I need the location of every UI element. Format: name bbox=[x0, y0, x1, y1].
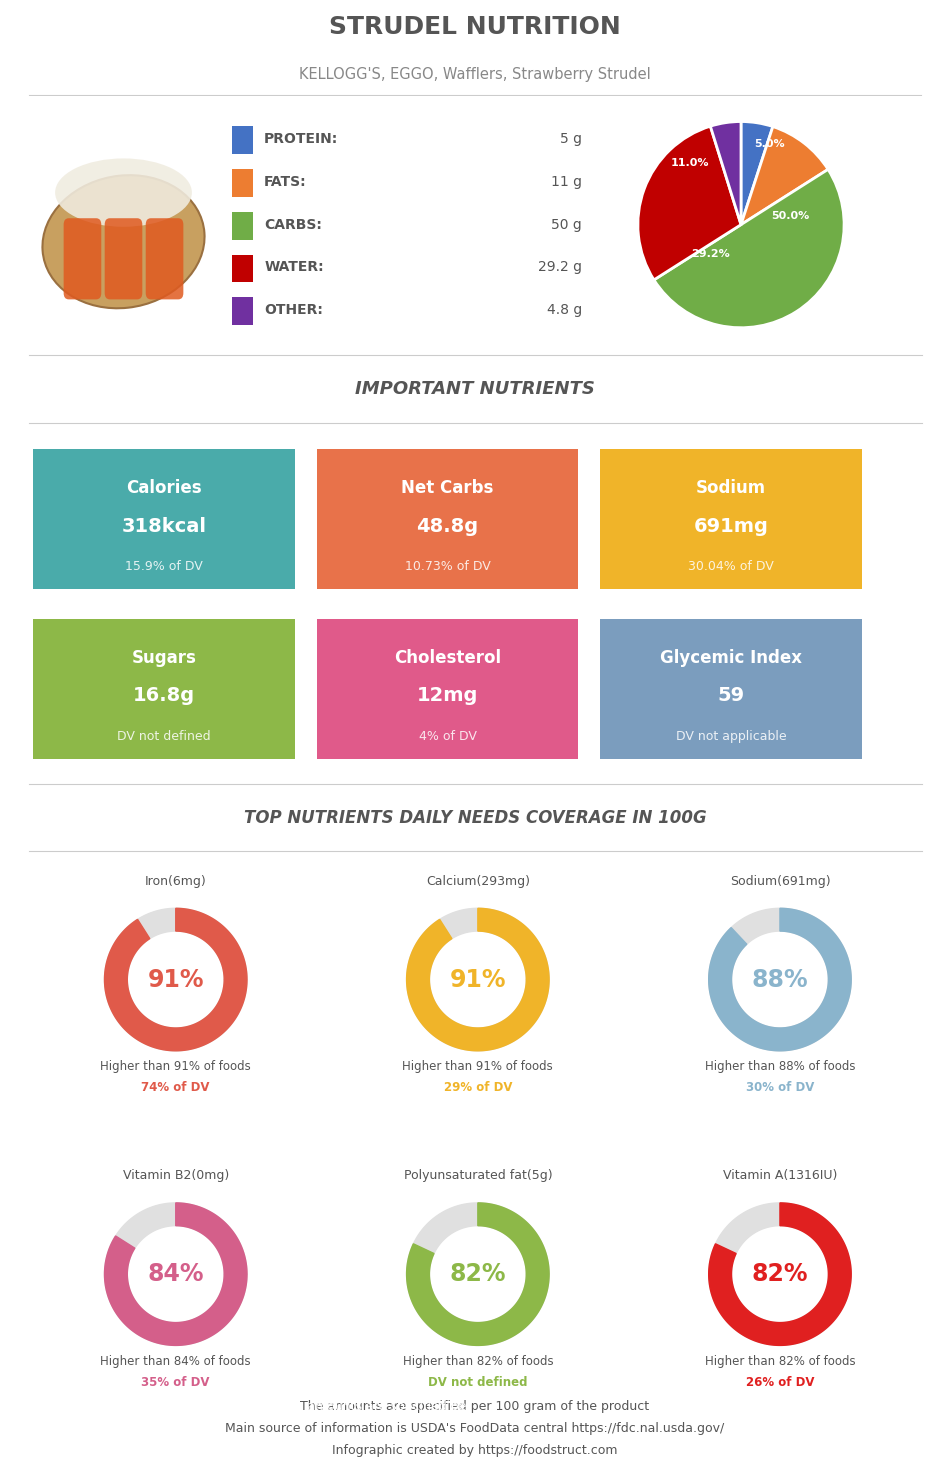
Text: 15.9% of DV: 15.9% of DV bbox=[125, 560, 202, 573]
Text: 35% of DV: 35% of DV bbox=[142, 1376, 210, 1389]
Polygon shape bbox=[407, 909, 549, 1050]
Text: CARBS:: CARBS: bbox=[264, 218, 322, 231]
Text: 12mg: 12mg bbox=[417, 686, 478, 706]
Text: Higher than 82% of foods: Higher than 82% of foods bbox=[403, 1355, 553, 1367]
Text: Main source of information is USDA's FoodData central https://fdc.nal.usda.gov/: Main source of information is USDA's Foo… bbox=[225, 1421, 725, 1435]
Wedge shape bbox=[654, 169, 845, 327]
Polygon shape bbox=[709, 1203, 851, 1345]
Polygon shape bbox=[709, 909, 851, 1050]
Polygon shape bbox=[104, 1203, 247, 1345]
Text: 82%: 82% bbox=[751, 1262, 808, 1286]
Text: 11 g: 11 g bbox=[551, 175, 581, 189]
Text: 30% of DV: 30% of DV bbox=[746, 1081, 814, 1094]
Text: 318kcal: 318kcal bbox=[122, 517, 206, 536]
Text: Calories: Calories bbox=[126, 479, 201, 498]
Polygon shape bbox=[407, 1203, 549, 1345]
Text: KELLOGG'S, EGGO, Wafflers, Strawberry Strudel: KELLOGG'S, EGGO, Wafflers, Strawberry St… bbox=[299, 68, 651, 82]
Polygon shape bbox=[104, 1203, 247, 1345]
Text: 48.8g: 48.8g bbox=[416, 517, 479, 536]
Text: Sodium(691mg): Sodium(691mg) bbox=[730, 875, 830, 888]
Polygon shape bbox=[104, 909, 247, 1050]
Text: 91%: 91% bbox=[449, 968, 506, 991]
Text: 29.2%: 29.2% bbox=[691, 249, 730, 258]
Wedge shape bbox=[637, 127, 741, 280]
Text: Higher than 91% of foods: Higher than 91% of foods bbox=[403, 1061, 553, 1072]
Text: PROTEIN:: PROTEIN: bbox=[264, 133, 338, 146]
Text: Higher than 91% of foods: Higher than 91% of foods bbox=[101, 1061, 251, 1072]
Text: Higher than 88% of foods: Higher than 88% of foods bbox=[705, 1061, 855, 1072]
Text: 29.2 g: 29.2 g bbox=[538, 261, 581, 274]
Text: DV not defined: DV not defined bbox=[117, 729, 211, 742]
Text: 10.73% of DV: 10.73% of DV bbox=[405, 560, 490, 573]
FancyBboxPatch shape bbox=[593, 614, 869, 763]
Text: WATER:: WATER: bbox=[264, 261, 324, 274]
Text: OTHER:: OTHER: bbox=[264, 303, 323, 317]
Text: TOP NUTRIENTS DAILY NEEDS COVERAGE IN 100G: TOP NUTRIENTS DAILY NEEDS COVERAGE IN 10… bbox=[244, 809, 706, 826]
Text: DV not defined: DV not defined bbox=[428, 1376, 527, 1389]
Text: Polyunsaturated fat(5g): Polyunsaturated fat(5g) bbox=[404, 1170, 552, 1183]
Text: 30.04% of DV: 30.04% of DV bbox=[688, 560, 774, 573]
Text: Sugars: Sugars bbox=[131, 648, 197, 667]
Wedge shape bbox=[741, 121, 773, 224]
FancyBboxPatch shape bbox=[593, 445, 869, 594]
Text: IMPORTANT NUTRIENTS: IMPORTANT NUTRIENTS bbox=[355, 380, 595, 398]
Polygon shape bbox=[407, 1203, 549, 1345]
FancyBboxPatch shape bbox=[232, 127, 254, 155]
Text: Vitamin B2(0mg): Vitamin B2(0mg) bbox=[123, 1170, 229, 1183]
Text: 691mg: 691mg bbox=[694, 517, 769, 536]
Text: 29% of DV: 29% of DV bbox=[444, 1081, 512, 1094]
FancyBboxPatch shape bbox=[232, 212, 254, 240]
Text: Calcium(293mg): Calcium(293mg) bbox=[426, 875, 530, 888]
Text: FATS:: FATS: bbox=[264, 175, 307, 189]
FancyBboxPatch shape bbox=[309, 614, 586, 763]
Text: Sodium: Sodium bbox=[696, 479, 766, 498]
Polygon shape bbox=[104, 909, 247, 1050]
Text: 88%: 88% bbox=[751, 968, 808, 991]
Text: 74% of DV: 74% of DV bbox=[142, 1081, 210, 1094]
Text: Glycemic Index: Glycemic Index bbox=[660, 648, 802, 667]
FancyBboxPatch shape bbox=[232, 255, 254, 283]
FancyBboxPatch shape bbox=[104, 218, 142, 299]
Text: DV not applicable: DV not applicable bbox=[675, 729, 787, 742]
FancyBboxPatch shape bbox=[26, 614, 302, 763]
Text: The amounts are specified per: The amounts are specified per bbox=[279, 1399, 475, 1413]
Ellipse shape bbox=[55, 159, 192, 227]
Text: Iron(6mg): Iron(6mg) bbox=[144, 875, 206, 888]
Wedge shape bbox=[711, 121, 741, 224]
Text: Net Carbs: Net Carbs bbox=[401, 479, 494, 498]
Text: Higher than 84% of foods: Higher than 84% of foods bbox=[101, 1355, 251, 1367]
Text: 4% of DV: 4% of DV bbox=[419, 729, 476, 742]
Text: 5 g: 5 g bbox=[560, 133, 581, 146]
Polygon shape bbox=[709, 909, 851, 1050]
Text: 11.0%: 11.0% bbox=[670, 158, 709, 168]
FancyBboxPatch shape bbox=[232, 169, 254, 197]
Ellipse shape bbox=[43, 175, 204, 308]
Text: Vitamin A(1316IU): Vitamin A(1316IU) bbox=[723, 1170, 837, 1183]
Text: Higher than 82% of foods: Higher than 82% of foods bbox=[705, 1355, 855, 1367]
Text: 50 g: 50 g bbox=[551, 218, 581, 231]
Text: The amounts are specified per 100 gram of the product: The amounts are specified per 100 gram o… bbox=[300, 1399, 650, 1413]
Text: STRUDEL NUTRITION: STRUDEL NUTRITION bbox=[329, 15, 621, 38]
FancyBboxPatch shape bbox=[309, 445, 586, 594]
Text: 4.8 g: 4.8 g bbox=[546, 303, 581, 317]
Polygon shape bbox=[709, 1203, 851, 1345]
Text: Infographic created by https://foodstruct.com: Infographic created by https://foodstruc… bbox=[332, 1444, 618, 1457]
FancyBboxPatch shape bbox=[26, 445, 302, 594]
Text: 91%: 91% bbox=[147, 968, 204, 991]
Text: 59: 59 bbox=[717, 686, 745, 706]
Polygon shape bbox=[407, 909, 549, 1050]
Wedge shape bbox=[741, 127, 828, 224]
FancyBboxPatch shape bbox=[64, 218, 102, 299]
Text: Cholesterol: Cholesterol bbox=[394, 648, 501, 667]
Text: 84%: 84% bbox=[147, 1262, 204, 1286]
Text: 26% of DV: 26% of DV bbox=[746, 1376, 814, 1389]
Text: 16.8g: 16.8g bbox=[133, 686, 195, 706]
FancyBboxPatch shape bbox=[145, 218, 183, 299]
Text: 5.0%: 5.0% bbox=[754, 140, 786, 149]
FancyBboxPatch shape bbox=[232, 298, 254, 326]
Text: 82%: 82% bbox=[449, 1262, 506, 1286]
Text: 50.0%: 50.0% bbox=[771, 212, 809, 221]
